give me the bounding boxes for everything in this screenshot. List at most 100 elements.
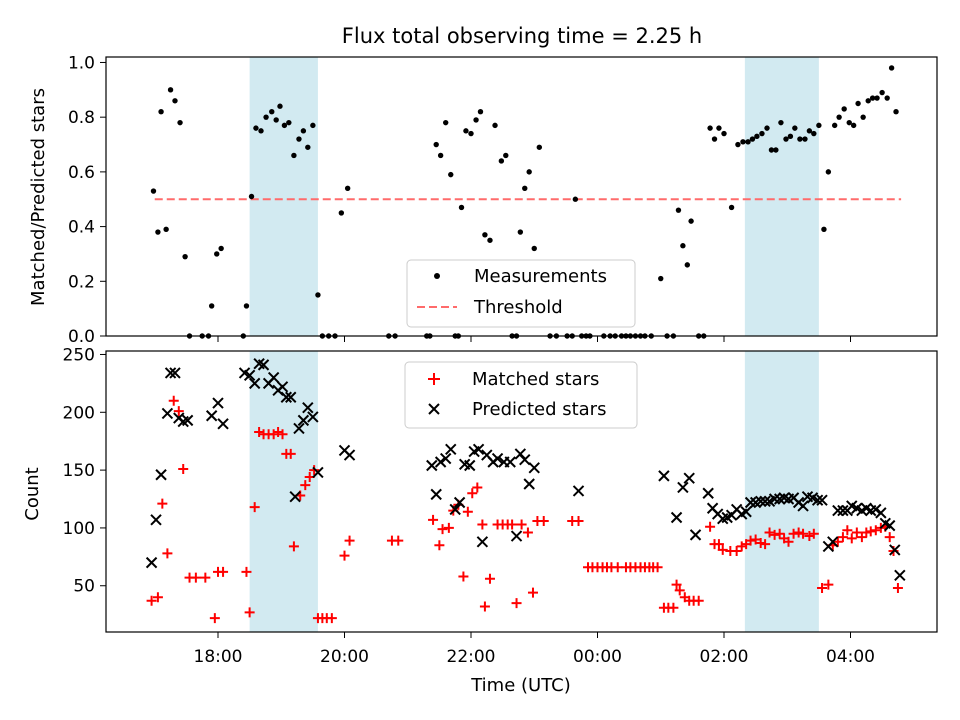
p2-matched-point-3 <box>162 548 173 559</box>
p2-predicted-point-67 <box>740 506 752 518</box>
p1-point-86 <box>684 262 691 268</box>
p1-point-46 <box>458 204 465 211</box>
p1-point-50 <box>477 109 484 115</box>
p1-point-100 <box>759 130 765 137</box>
p2-matched-point-92 <box>736 541 747 552</box>
p1-point-51 <box>482 232 488 238</box>
p2-matched-point-12 <box>218 566 229 577</box>
p1-point-119 <box>850 122 857 129</box>
p1-point-91 <box>711 136 718 142</box>
p1-x-ticks <box>217 336 851 342</box>
p2-predicted-point-94 <box>870 503 882 516</box>
p1-point-128 <box>893 109 899 115</box>
p1-point-22 <box>277 103 283 109</box>
p2-xtick-label-5: 04:00 <box>826 647 875 667</box>
p2-predicted-point-50 <box>519 453 531 466</box>
p2-predicted-point-18 <box>267 371 280 384</box>
p2-predicted-point-16 <box>257 359 270 371</box>
p1-point-23 <box>281 122 288 129</box>
p2-matched-point-47 <box>477 519 488 530</box>
p1-ytick-label-0: 0.0 <box>68 327 95 347</box>
p2-matched-point-76 <box>652 562 663 573</box>
p2-predicted-point-59 <box>702 487 714 499</box>
p2-predicted-point-58 <box>689 529 702 541</box>
p2-matched-point-53 <box>507 519 518 530</box>
p2-matched-point-33 <box>339 550 350 561</box>
p1-point-122 <box>865 98 871 104</box>
p1-point-114 <box>825 169 832 175</box>
p2-matched-point-39 <box>437 524 448 535</box>
p2-predicted-point-8 <box>181 414 194 427</box>
p1-shaded-spans <box>249 57 819 336</box>
p2-predicted-point-11 <box>217 418 229 430</box>
p1-legend: Measurements Threshold <box>406 259 636 328</box>
p2-predicted-point-0 <box>145 556 158 569</box>
p2-ytick-label-1: 100 <box>63 519 95 539</box>
p1-legend-label-threshold: Threshold <box>473 297 563 318</box>
p2-matched-point-55 <box>516 519 527 530</box>
p2-predicted-point-79 <box>797 500 809 512</box>
p1-point-1 <box>155 229 161 235</box>
p2-matched-point-112 <box>837 532 848 543</box>
p2-predicted-point-39 <box>464 459 476 472</box>
p1-point-113 <box>821 226 827 233</box>
p1-point-110 <box>806 128 813 134</box>
p1-point-118 <box>846 119 852 126</box>
p2-matched-point-122 <box>884 532 895 543</box>
p1-point-55 <box>503 152 509 159</box>
p2-xtick-label-4: 02:00 <box>700 647 749 667</box>
p1-point-120 <box>855 100 861 107</box>
p1-point-7 <box>182 253 188 260</box>
p2-predicted-point-27 <box>307 411 319 423</box>
p1-ytick-label-2: 0.4 <box>68 218 95 238</box>
p1-point-40 <box>433 141 439 148</box>
p2-legend-marker-matched <box>428 373 440 385</box>
p1-point-103 <box>773 147 779 153</box>
p2-predicted-point-68 <box>744 496 757 509</box>
p1-point-19 <box>263 114 269 120</box>
p1-point-15 <box>243 303 250 309</box>
p2-data-points <box>145 358 906 624</box>
p2-matched-point-44 <box>462 506 473 517</box>
p2-predicted-point-10 <box>212 397 224 409</box>
p1-point-58 <box>517 229 524 235</box>
p1-point-2 <box>158 109 164 115</box>
p1-point-41 <box>437 152 444 159</box>
p2-matched-point-26 <box>300 480 311 491</box>
p2-matched-point-80 <box>671 579 682 590</box>
p2-predicted-point-4 <box>164 367 177 379</box>
p2-matched-point-98 <box>764 527 775 538</box>
p1-point-54 <box>498 158 505 164</box>
p2-predicted-point-99 <box>894 569 906 582</box>
p2-shaded-span-0 <box>249 351 318 632</box>
p2-matched-point-97 <box>760 539 771 550</box>
p1-ytick-label-1: 0.2 <box>68 272 95 292</box>
chart-title: Flux total observing time = 2.25 h <box>342 24 702 48</box>
p1-point-101 <box>764 125 770 131</box>
p2-matched-point-96 <box>755 537 766 548</box>
p1-point-126 <box>884 95 890 101</box>
p2-matched-point-61 <box>573 515 584 526</box>
p2-predicted-point-5 <box>169 367 181 379</box>
p1-point-60 <box>526 169 532 175</box>
p2-predicted-point-9 <box>205 410 218 422</box>
p2-predicted-point-41 <box>472 443 485 455</box>
p2-predicted-point-83 <box>816 494 828 506</box>
p2-matched-point-57 <box>527 587 538 598</box>
p1-point-93 <box>721 130 727 137</box>
p1-point-6 <box>177 119 183 126</box>
p2-predicted-point-54 <box>658 470 670 482</box>
p2-ytick-label-2: 150 <box>63 461 95 481</box>
p1-point-13 <box>218 245 224 252</box>
p2-predicted-point-25 <box>297 414 310 427</box>
p1-point-12 <box>214 251 220 257</box>
p2-matched-point-37 <box>428 514 439 525</box>
p1-point-124 <box>874 95 880 101</box>
p1-legend-label-measurements: Measurements <box>474 266 607 287</box>
p1-point-61 <box>531 245 537 252</box>
p2-matched-point-23 <box>285 448 296 459</box>
p1-point-94 <box>728 204 735 211</box>
p2-matched-point-45 <box>467 488 478 499</box>
p1-point-3 <box>163 226 169 233</box>
